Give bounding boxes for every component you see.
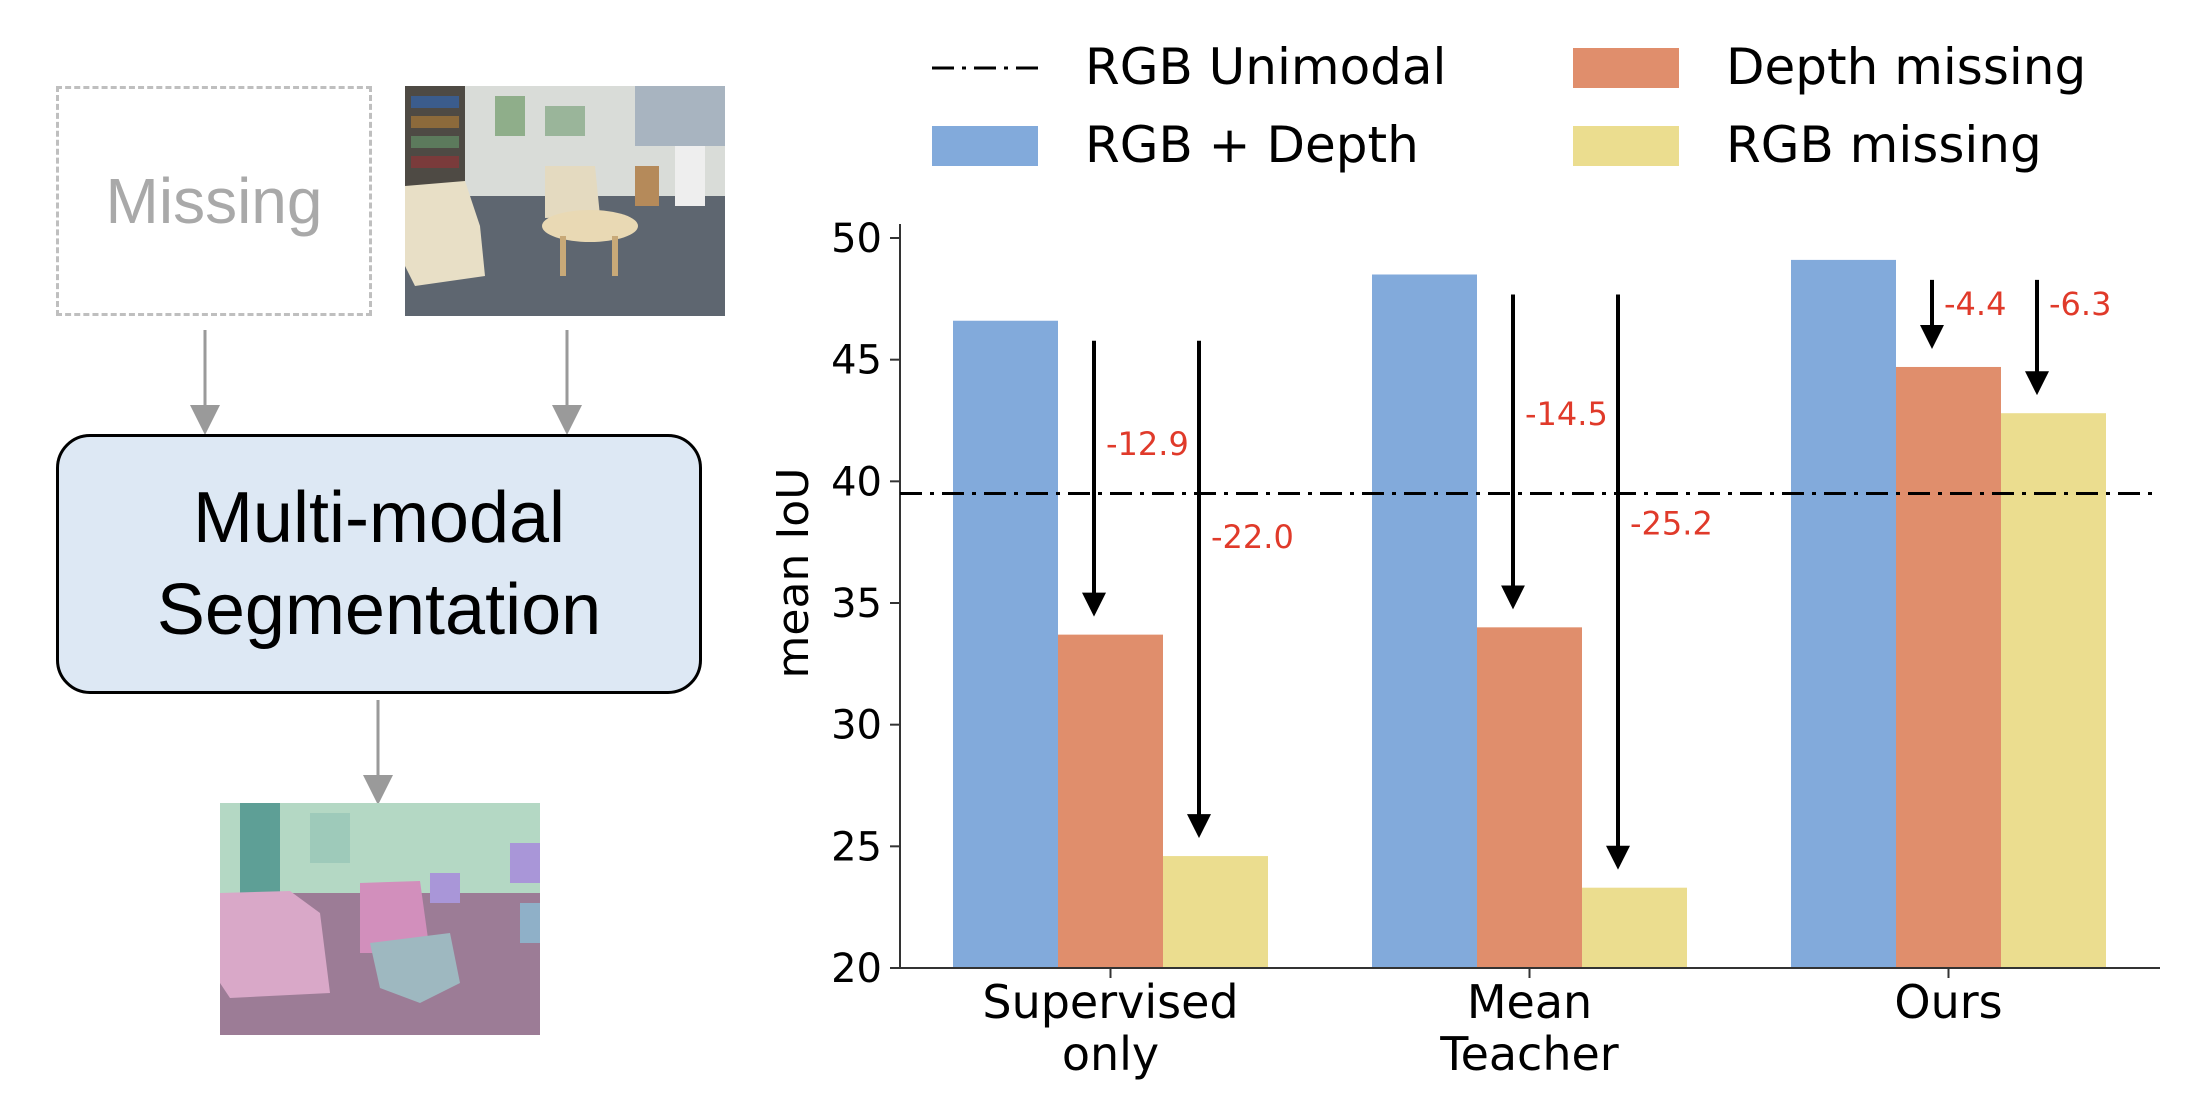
legend: RGB Unimodal RGB + Depth Depth missing RGB …	[932, 38, 2086, 174]
missing-modality-box: Missing	[56, 86, 372, 316]
seg-title-line2: Segmentation	[156, 570, 602, 650]
bar-depth-missing-1	[1477, 627, 1582, 968]
rgb-input-image	[405, 86, 725, 316]
segmentation-model-box: Multi-modal Segmentation	[56, 434, 702, 694]
drop-label: -12.9	[1106, 425, 1189, 463]
x-tick-label: Teacher	[1439, 1027, 1619, 1081]
y-tick-label: 45	[831, 338, 882, 384]
drop-label: -22.0	[1211, 518, 1294, 556]
bar-rgb-missing-0	[1163, 856, 1268, 968]
diagram-arrows	[190, 330, 582, 805]
legend-swatch-rgb-depth	[932, 126, 1038, 166]
drop-label: -25.2	[1630, 504, 1713, 542]
segmentation-output-map	[220, 803, 540, 1035]
legend-swatch-depth-missing	[1573, 48, 1679, 88]
seg-title-line1: Multi-modal	[192, 478, 566, 558]
bar-rgb-depth-0	[953, 320, 1058, 968]
drop-label: -14.5	[1525, 395, 1608, 433]
legend-swatch-rgb-missing	[1573, 126, 1679, 166]
bar-rgb-depth-1	[1372, 274, 1477, 968]
miou-bar-chart: RGB Unimodal RGB + Depth Depth missing RGB …	[768, 38, 2160, 1081]
y-tick-label: 20	[831, 946, 882, 992]
bar-rgb-missing-1	[1582, 887, 1687, 968]
x-tick-label: Ours	[1894, 975, 2002, 1029]
legend-label-rgb-missing: RGB missing	[1726, 116, 2042, 174]
legend-label-rgb-depth: RGB + Depth	[1085, 116, 1419, 174]
drop-label: -6.3	[2049, 285, 2111, 323]
y-tick-label: 35	[831, 581, 882, 627]
y-axis: 20 25 30 35 40 45 50	[831, 216, 901, 992]
missing-label: Missing	[105, 165, 323, 237]
pipeline-diagram: Missing	[0, 0, 760, 1118]
bar-depth-missing-0	[1058, 634, 1163, 968]
legend-label-depth-missing: Depth missing	[1726, 38, 2086, 96]
drop-label: -4.4	[1944, 285, 2006, 323]
x-tick-label: only	[1062, 1027, 1159, 1081]
bar-depth-missing-2	[1896, 366, 2001, 968]
y-tick-label: 50	[831, 216, 882, 262]
x-tick-label: Supervised	[982, 975, 1238, 1029]
legend-label-rgb-unimodal: RGB Unimodal	[1085, 38, 1446, 96]
y-axis-label: mean IoU	[768, 468, 819, 679]
y-tick-label: 25	[831, 824, 882, 870]
x-tick-label: Mean	[1467, 975, 1592, 1029]
bars	[953, 259, 2106, 968]
bar-rgb-depth-2	[1791, 259, 1896, 968]
y-tick-label: 40	[831, 459, 882, 505]
drop-annotations: -12.9 -22.0 -14.5 -25.2 -4.4 -6.3	[1082, 279, 2111, 870]
bar-rgb-missing-2	[2001, 413, 2106, 968]
y-tick-label: 30	[831, 703, 882, 749]
